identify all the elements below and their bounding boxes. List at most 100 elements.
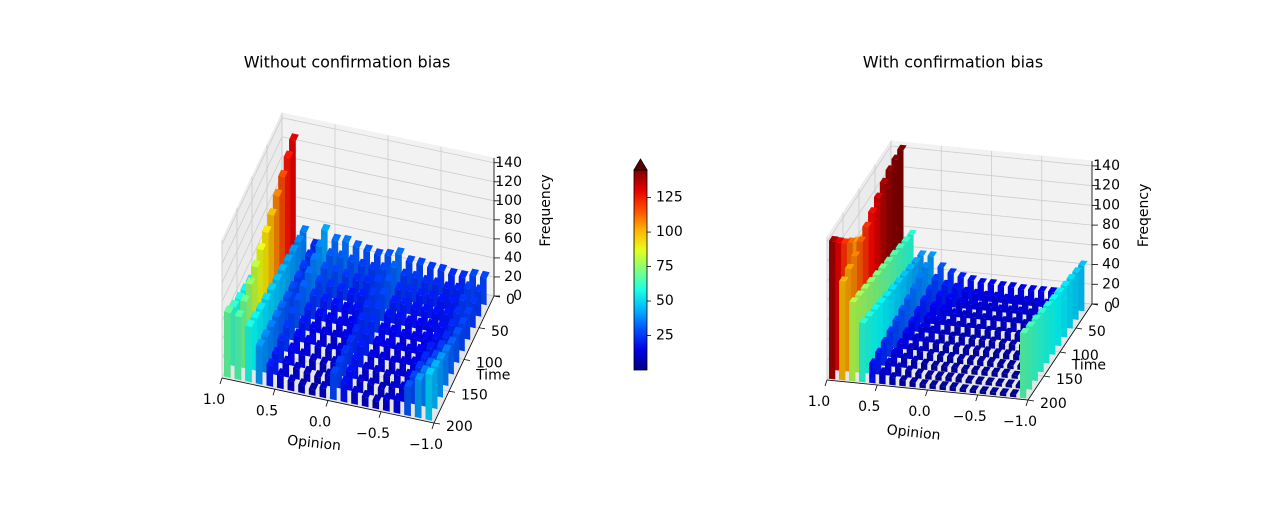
z-tick-label: 0 — [1111, 296, 1120, 312]
chart-panel-without-bias: 1.0 0.5 0.0 −0.5 −1.0 0 50 100 150 200 0 20 40 60 80 10… — [203, 53, 554, 455]
bar — [308, 382, 319, 396]
z-tick-label: 120 — [1093, 178, 1120, 194]
y-tick-label: 0 — [1104, 300, 1113, 316]
bar — [968, 334, 979, 347]
bar — [989, 387, 1000, 396]
colorbar-tick-label: 75 — [656, 259, 674, 275]
bar — [899, 375, 909, 387]
bar — [929, 380, 939, 390]
bar — [955, 373, 965, 383]
bar — [325, 279, 336, 311]
y-tick-label: 100 — [476, 356, 503, 372]
bar — [983, 346, 993, 358]
bar — [277, 368, 287, 390]
bar — [1010, 317, 1020, 333]
z-tick-label: 20 — [1102, 276, 1120, 292]
bar — [1060, 280, 1071, 338]
colorbar-tick-label: 25 — [656, 328, 674, 344]
chart-title: Without confirmation bias — [244, 53, 451, 72]
bar — [973, 345, 983, 357]
colorbar-extend-arrow — [633, 158, 648, 171]
bar — [991, 367, 1001, 377]
bar — [1008, 339, 1019, 351]
z-tick-label: 80 — [1102, 217, 1120, 233]
bar — [880, 336, 891, 366]
bar — [931, 360, 941, 371]
bar — [389, 295, 399, 325]
bar — [829, 235, 839, 380]
y-axis-label: Time — [475, 368, 510, 384]
bar — [949, 382, 960, 392]
bar — [947, 351, 957, 364]
colorbar-tick-label: 100 — [656, 224, 683, 240]
bar — [937, 350, 947, 363]
bars — [829, 144, 1088, 399]
bar — [255, 338, 266, 385]
x-tick-label: 0.0 — [309, 415, 331, 431]
z-tick-label: 80 — [504, 212, 522, 228]
bars — [224, 133, 490, 421]
bar — [393, 392, 404, 414]
bar — [965, 375, 975, 384]
bar — [1003, 349, 1013, 360]
bar — [298, 378, 308, 394]
bar — [361, 389, 372, 408]
x-tick-label: 0.0 — [908, 404, 930, 420]
x-tick-label: −1.0 — [1003, 414, 1037, 430]
bar — [245, 319, 255, 383]
bar — [959, 384, 970, 393]
x-tick-label: −0.5 — [356, 426, 390, 442]
bar — [994, 326, 1005, 341]
bar — [437, 293, 447, 322]
bar — [940, 304, 950, 326]
bar — [224, 305, 234, 378]
bar — [954, 320, 964, 337]
bar — [975, 376, 985, 385]
bar — [865, 311, 875, 374]
y-tick-label: 150 — [461, 387, 488, 403]
bar — [971, 365, 981, 375]
bar — [1031, 314, 1042, 381]
z-tick-label: 140 — [495, 155, 522, 171]
bar — [941, 361, 951, 372]
z-tick-label: 60 — [504, 231, 522, 247]
bar — [849, 297, 859, 382]
bar — [425, 367, 436, 421]
z-tick-label: 40 — [1102, 257, 1120, 273]
bar — [919, 379, 929, 389]
z-tick-label: 40 — [504, 250, 522, 266]
bar — [992, 291, 1002, 312]
bar — [234, 309, 245, 381]
bar — [1025, 321, 1036, 390]
bar — [1011, 370, 1021, 379]
bar — [1072, 267, 1082, 320]
bar — [998, 338, 1009, 350]
bar — [347, 287, 357, 316]
colorbar-gradient — [633, 169, 648, 371]
colorbar: 25 50 75 100 125 — [633, 158, 683, 371]
z-tick-label: 120 — [495, 174, 522, 190]
bar — [431, 306, 442, 334]
bar — [298, 315, 309, 343]
bar — [997, 358, 1007, 369]
x-tick-label: −1.0 — [409, 437, 443, 453]
bar — [394, 311, 405, 338]
bar — [935, 371, 945, 381]
bar — [372, 394, 383, 410]
bar — [414, 372, 425, 419]
y-tick-label: 100 — [1072, 348, 1099, 364]
bar — [416, 288, 426, 318]
bar — [303, 365, 314, 383]
bar — [404, 379, 414, 417]
chart-panel-with-bias: 1.0 0.5 0.0 −0.5 −1.0 0 50 100 150 200 0 20 40 60 80 10… — [808, 53, 1152, 444]
y-tick-label: 50 — [491, 324, 509, 340]
bar — [319, 356, 330, 373]
bar — [1010, 389, 1020, 398]
bar — [985, 377, 996, 386]
bar — [909, 377, 919, 388]
bar — [977, 355, 987, 367]
x-tick-label: 0.5 — [858, 399, 880, 415]
chart-title: With confirmation bias — [863, 53, 1043, 72]
y-axis-label: Time — [1071, 358, 1106, 374]
bar — [426, 290, 437, 320]
